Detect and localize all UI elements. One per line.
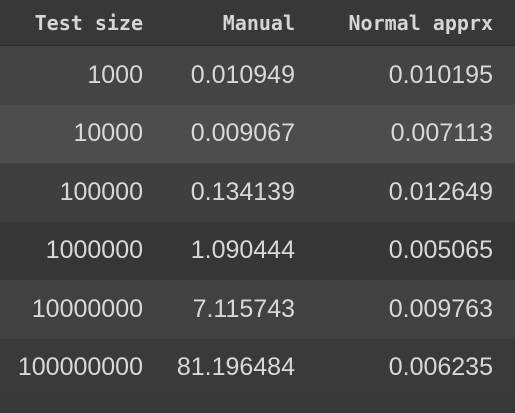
header-test-size: Test size — [34, 10, 143, 35]
cell-test-size: 100000 — [59, 177, 143, 206]
header-manual: Manual — [222, 10, 295, 35]
table-row: 1000 0.010949 0.010195 — [0, 46, 515, 105]
cell-normal-apprx: 0.006235 — [388, 353, 493, 382]
cell-normal-apprx: 0.010195 — [388, 60, 493, 89]
cell-test-size: 10000 — [73, 119, 143, 148]
cell-normal-apprx: 0.012649 — [388, 177, 493, 206]
cell-normal-apprx: 0.005065 — [388, 236, 493, 265]
header-normal-apprx: Normal apprx — [348, 10, 494, 35]
table-row: 10000000 7.115743 0.009763 — [0, 280, 515, 339]
table-row: 100000 0.134139 0.012649 — [0, 163, 515, 222]
cell-manual: 1.090444 — [190, 236, 295, 265]
cell-normal-apprx: 0.007113 — [390, 119, 493, 148]
cell-normal-apprx: 0.009763 — [388, 294, 493, 323]
table-row: 1000000 1.090444 0.005065 — [0, 221, 515, 280]
cell-test-size: 100000000 — [17, 353, 143, 382]
cell-test-size: 10000000 — [31, 294, 143, 323]
cell-manual: 81.196484 — [176, 353, 295, 382]
cell-manual: 7.115743 — [192, 294, 295, 323]
table-header-row: Test size Manual Normal apprx — [0, 0, 515, 46]
cell-manual: 0.009067 — [190, 119, 295, 148]
cell-manual: 0.010949 — [190, 60, 295, 89]
cell-test-size: 1000000 — [45, 236, 143, 265]
cell-manual: 0.134139 — [190, 177, 295, 206]
table-row: 100000000 81.196484 0.006235 — [0, 338, 515, 397]
cell-test-size: 1000 — [87, 60, 143, 89]
table-row: 10000 0.009067 0.007113 — [0, 104, 515, 163]
